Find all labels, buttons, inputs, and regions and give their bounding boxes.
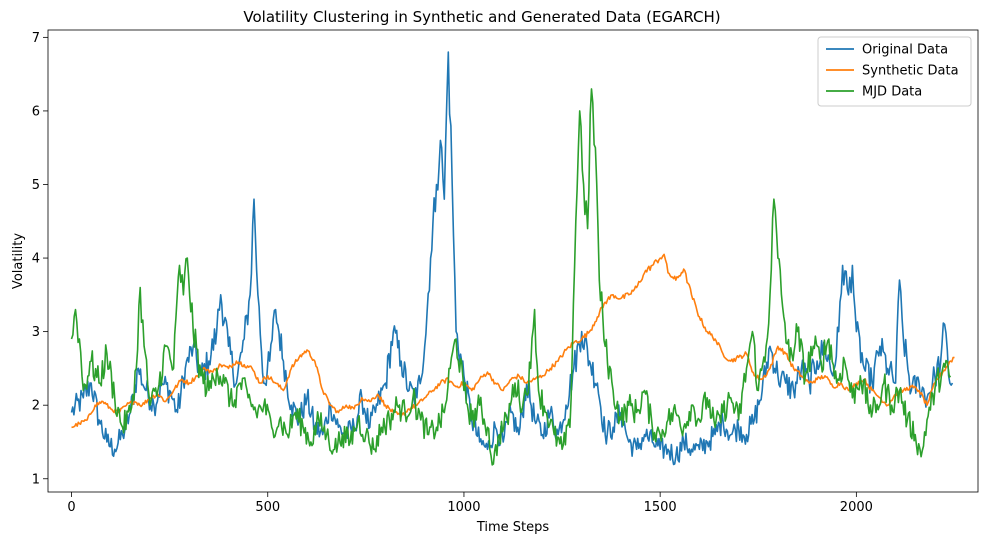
- x-axis-label: Time Steps: [476, 520, 550, 535]
- x-tick-label: 500: [255, 500, 280, 515]
- series-line-2: [70, 88, 952, 466]
- plot-frame: [47, 29, 979, 493]
- y-axis-label: Volatility: [11, 233, 26, 289]
- legend-box: [817, 36, 972, 107]
- y-tick-label: 6: [32, 104, 40, 119]
- plot-area: [70, 51, 955, 466]
- y-tick-label: 2: [32, 399, 40, 414]
- y-tick-label: 7: [32, 31, 40, 46]
- legend-label: Synthetic Data: [862, 64, 959, 79]
- legend-label: MJD Data: [862, 85, 922, 100]
- legend-label: Original Data: [862, 43, 948, 58]
- x-tick-label: 0: [67, 500, 75, 515]
- y-tick-label: 4: [32, 252, 40, 267]
- y-tick-label: 5: [32, 178, 40, 193]
- x-axis: 0 500 1000 1500 2000: [67, 492, 873, 515]
- x-tick-label: 1000: [447, 500, 480, 515]
- y-tick-label: 3: [32, 325, 40, 340]
- x-tick-label: 1500: [644, 500, 677, 515]
- series-line-1: [71, 253, 955, 429]
- legend: Original Data Synthetic Data MJD Data: [817, 36, 972, 107]
- y-axis: 1 2 3 4 5 6 7: [32, 31, 48, 487]
- chart-title: Volatility Clustering in Synthetic and G…: [243, 8, 720, 26]
- y-tick-label: 1: [32, 472, 40, 487]
- x-tick-label: 2000: [840, 500, 873, 515]
- series-line-0: [70, 51, 954, 466]
